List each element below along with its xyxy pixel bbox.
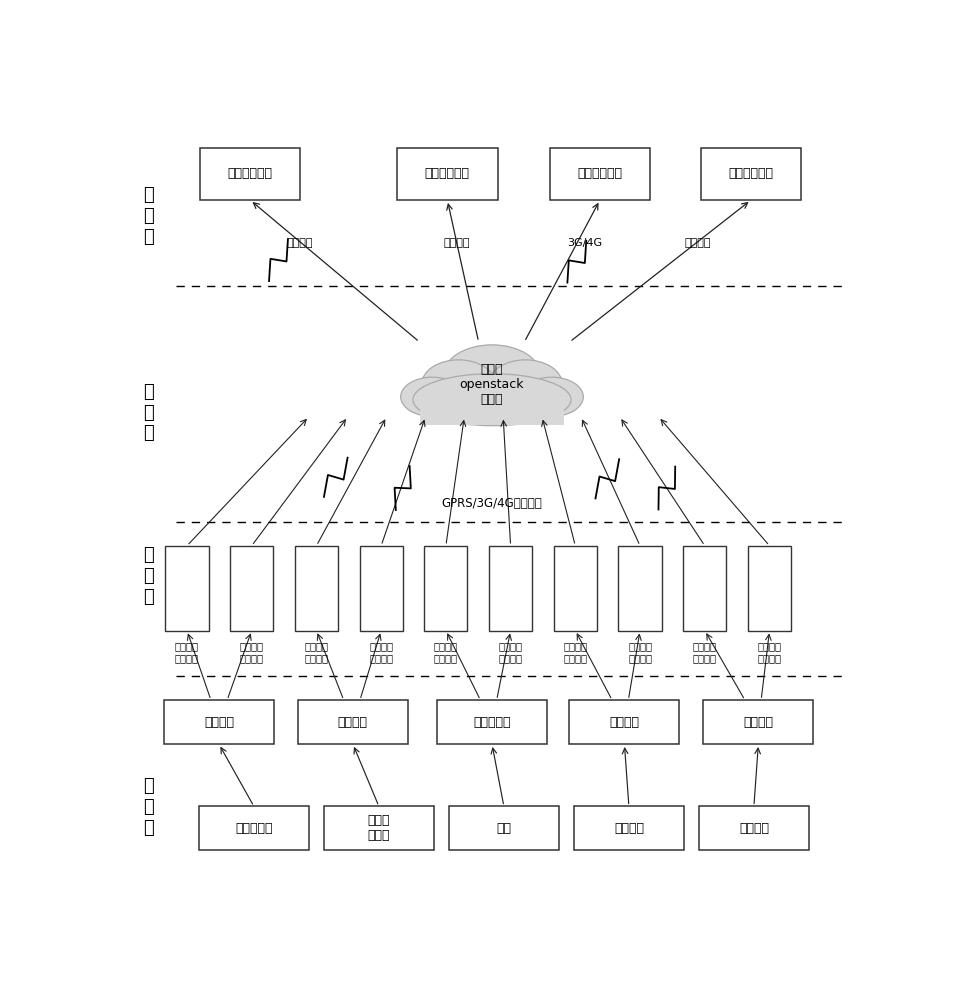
Text: 云计算
openstack
大数据: 云计算 openstack 大数据 (460, 363, 524, 406)
Text: 光纤接入: 光纤接入 (287, 238, 313, 248)
Text: 大型商业体: 大型商业体 (235, 822, 273, 835)
Bar (489, 546, 532, 631)
Text: 智能负荷
管理终端: 智能负荷 管理终端 (564, 641, 588, 663)
Text: 通信机房: 通信机房 (739, 822, 769, 835)
Bar (360, 546, 403, 631)
Text: 负荷监管系统: 负荷监管系统 (228, 167, 273, 180)
Bar (164, 700, 274, 744)
Bar (420, 396, 564, 425)
Bar (449, 806, 559, 850)
Text: 大学园区: 大学园区 (338, 716, 368, 729)
Text: 智能负荷
管理终端: 智能负荷 管理终端 (628, 641, 652, 663)
Bar (230, 546, 274, 631)
Text: 大型工业园: 大型工业园 (473, 716, 511, 729)
Bar (298, 700, 408, 744)
Text: 用
户
层: 用 户 层 (143, 777, 154, 837)
Ellipse shape (444, 345, 540, 405)
Bar (554, 546, 597, 631)
Text: 监
控
层: 监 控 层 (143, 186, 154, 246)
Text: 用户监管系统: 用户监管系统 (729, 167, 774, 180)
Text: 光纤接入: 光纤接入 (684, 238, 710, 248)
Text: 智能负荷
管理终端: 智能负荷 管理终端 (370, 641, 394, 663)
Ellipse shape (489, 360, 563, 408)
Ellipse shape (520, 377, 584, 416)
Text: 3G/4G: 3G/4G (567, 238, 603, 248)
Text: GPRS/3G/4G无线传输: GPRS/3G/4G无线传输 (442, 497, 542, 510)
Text: 城市照明: 城市照明 (743, 716, 774, 729)
Bar (574, 806, 684, 850)
Bar (618, 546, 661, 631)
Bar (437, 700, 547, 744)
Text: 工矿企业: 工矿企业 (204, 716, 234, 729)
Bar (748, 546, 791, 631)
Ellipse shape (421, 360, 495, 408)
Text: 医院: 医院 (496, 822, 512, 835)
Text: 智能负荷
管理终端: 智能负荷 管理终端 (757, 641, 781, 663)
Bar (397, 148, 497, 200)
Ellipse shape (400, 377, 464, 416)
Text: 数
据
层: 数 据 层 (143, 546, 154, 606)
Text: 能耗监管系统: 能耗监管系统 (425, 167, 469, 180)
Ellipse shape (413, 374, 571, 426)
Bar (704, 700, 813, 744)
Bar (200, 148, 300, 200)
Bar (699, 806, 809, 850)
Text: 交通用电: 交通用电 (613, 822, 644, 835)
Bar (569, 700, 680, 744)
Text: 光纤接入: 光纤接入 (444, 238, 470, 248)
Bar (295, 546, 338, 631)
Text: 物业小区: 物业小区 (610, 716, 639, 729)
Bar (684, 546, 727, 631)
Text: 智能负荷
管理终端: 智能负荷 管理终端 (304, 641, 328, 663)
Text: 智能负荷
管理终端: 智能负荷 管理终端 (240, 641, 264, 663)
Text: 智能负荷
管理终端: 智能负荷 管理终端 (434, 641, 458, 663)
Bar (165, 546, 208, 631)
Text: 智能负荷
管理终端: 智能负荷 管理终端 (498, 641, 522, 663)
Bar (424, 546, 468, 631)
Bar (199, 806, 309, 850)
Bar (550, 148, 650, 200)
Bar (324, 806, 434, 850)
Bar (701, 148, 802, 200)
Text: 服
务
层: 服 务 层 (143, 383, 154, 442)
Text: 智能负荷
管理终端: 智能负荷 管理终端 (693, 641, 717, 663)
Text: 写字楼
办公楼: 写字楼 办公楼 (368, 814, 390, 842)
Text: 移动手持设备: 移动手持设备 (577, 167, 622, 180)
Text: 智能负荷
管理终端: 智能负荷 管理终端 (175, 641, 199, 663)
